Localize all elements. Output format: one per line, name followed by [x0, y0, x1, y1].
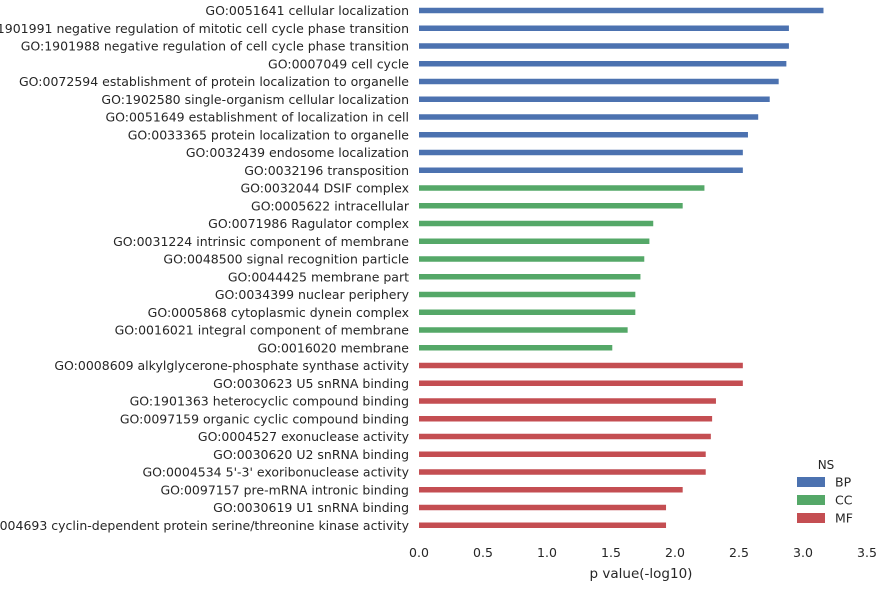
- category-label: GO:0033365 protein localization to organ…: [128, 127, 410, 142]
- x-tick-label: 1.5: [601, 545, 621, 560]
- legend: NS BP CC MF: [797, 458, 853, 526]
- bar-cc: [419, 327, 628, 333]
- category-label: GO:0008609 alkylglycerone-phosphate synt…: [54, 358, 409, 373]
- bar-cc: [419, 238, 650, 244]
- category-label: GO:0016020 membrane: [257, 340, 409, 355]
- bar-bp: [419, 149, 743, 156]
- legend-label: MF: [835, 511, 853, 526]
- x-tick-label: 2.5: [729, 545, 749, 560]
- category-label: GO:0032044 DSIF complex: [240, 181, 409, 196]
- category-label: GO:0030623 U5 snRNA binding: [213, 376, 409, 391]
- category-label: GO:0097157 pre-mRNA intronic binding: [160, 482, 409, 497]
- bar-mf: [419, 380, 743, 386]
- category-label: GO:0051641 cellular localization: [205, 3, 409, 18]
- category-label: GO:0005868 cytoplasmic dynein complex: [148, 305, 409, 320]
- x-tick-label: 0.5: [473, 545, 493, 560]
- bar-cc: [419, 274, 641, 280]
- bar-cc: [419, 220, 654, 227]
- category-labels: GO:0051641 cellular localization GO:19019…: [0, 3, 410, 533]
- category-label: GO:0071986 Ragulator complex: [208, 216, 409, 231]
- x-axis-title: p value(-log10): [590, 566, 693, 582]
- bar-mf: [419, 487, 683, 493]
- bar-mf: [419, 398, 716, 404]
- bar-cc: [419, 185, 705, 191]
- category-label: GO:1901988 negative regulation of cell c…: [21, 39, 409, 54]
- category-label: GO:0048500 signal recognition particle: [163, 252, 409, 267]
- legend-label: CC: [835, 493, 853, 508]
- legend-swatch-cc: [797, 495, 825, 505]
- bar-bp: [419, 78, 779, 85]
- category-label: GO:0031224 intrinsic component of membra…: [113, 234, 409, 249]
- category-label: GO:1901991 negative regulation of mitoti…: [0, 21, 409, 36]
- bar-bp: [419, 7, 824, 14]
- category-label: GO:0032196 transposition: [244, 163, 409, 178]
- category-label: GO:0097159 organic cyclic compound bindi…: [120, 411, 409, 426]
- category-label: GO:0004527 exonuclease activity: [198, 429, 410, 444]
- x-tick-label: 3.0: [793, 545, 813, 560]
- category-label: GO:0051649 establishment of localization…: [105, 110, 409, 125]
- bar-bp: [419, 61, 787, 67]
- x-tick-label: 3.5: [857, 545, 877, 560]
- bars-layer: [419, 7, 824, 528]
- bar-mf: [419, 522, 667, 528]
- category-label: GO:1902580 single-organism cellular loca…: [101, 92, 409, 107]
- bar-bp: [419, 114, 759, 120]
- category-label: GO:0030619 U1 snRNA binding: [213, 500, 409, 515]
- category-label: GO:0007049 cell cycle: [268, 56, 409, 71]
- category-label: GO:0044425 membrane part: [228, 269, 409, 284]
- bar-cc: [419, 309, 636, 315]
- category-label: GO:0072594 establishment of protein loca…: [19, 74, 409, 89]
- bar-bp: [419, 96, 770, 102]
- bar-cc: [419, 256, 645, 262]
- bar-mf: [419, 469, 706, 475]
- bar-bp: [419, 167, 743, 173]
- bar-bp: [419, 132, 748, 138]
- category-label: GO:0016021 integral component of membran…: [115, 323, 410, 338]
- legend-swatch-bp: [797, 477, 825, 487]
- category-label: GO:0005622 intracellular: [251, 198, 410, 213]
- category-label: GO:0030620 U2 snRNA binding: [213, 447, 409, 462]
- category-label: GO:0004534 5'-3' exoribonuclease activit…: [142, 465, 409, 480]
- category-label: GO:0032439 endosome localization: [186, 145, 409, 160]
- bar-bp: [419, 25, 789, 31]
- bar-bp: [419, 43, 789, 49]
- category-label: GO:0034399 nuclear periphery: [215, 287, 410, 302]
- bar-mf: [419, 451, 706, 457]
- legend-label: BP: [835, 475, 852, 490]
- x-tick-label: 2.0: [665, 545, 685, 560]
- bar-cc: [419, 203, 683, 209]
- bar-cc: [419, 291, 636, 298]
- legend-title: NS: [818, 458, 835, 472]
- x-axis: p value(-log10) 0.0 0.5 1.0 1.5 2.0 2.5 3.0 3.5: [409, 545, 877, 582]
- bar-mf: [419, 433, 711, 440]
- category-label: GO:0004693 cyclin-dependent protein seri…: [0, 518, 410, 533]
- bar-cc: [419, 345, 613, 351]
- category-label: GO:1901363 heterocyclic compound binding: [130, 394, 409, 409]
- bar-mf: [419, 504, 667, 511]
- legend-swatch-mf: [797, 513, 825, 523]
- x-tick-label: 1.0: [537, 545, 557, 560]
- x-tick-label: 0.0: [409, 545, 429, 560]
- bar-mf: [419, 416, 713, 422]
- bar-mf: [419, 362, 743, 369]
